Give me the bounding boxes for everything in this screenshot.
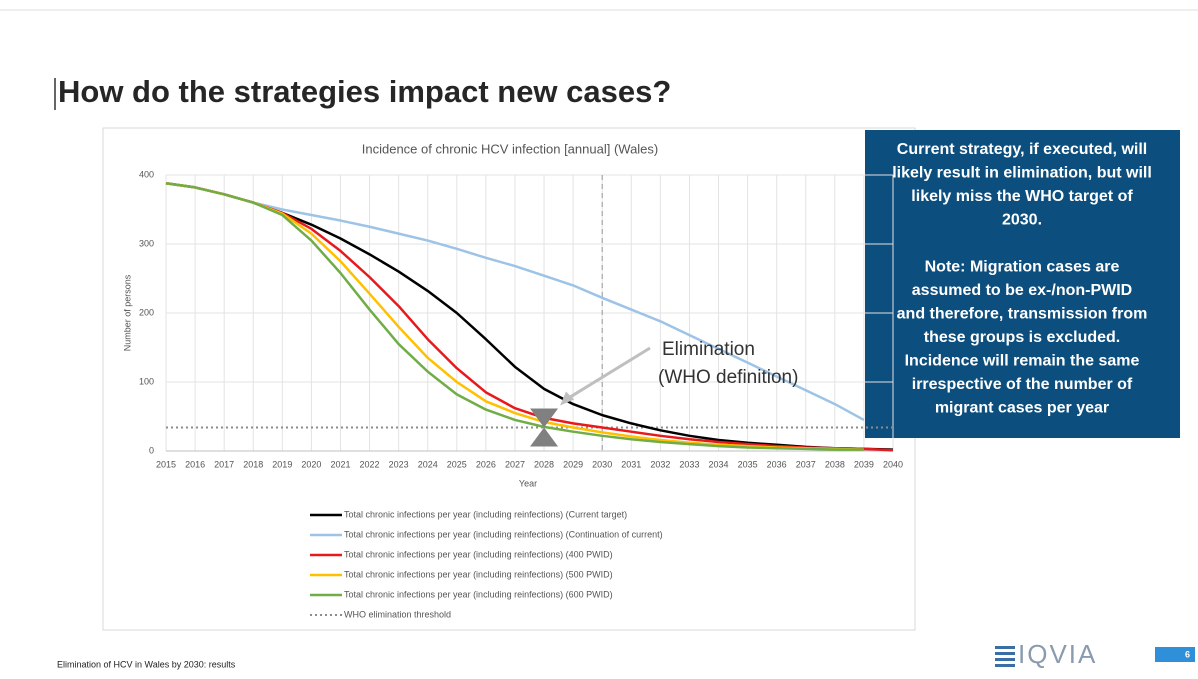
- x-tick-label: 2031: [621, 459, 641, 469]
- x-tick-label: 2022: [360, 459, 380, 469]
- callout-text: irrespective of the number of: [912, 376, 1133, 393]
- x-tick-label: 2025: [447, 459, 467, 469]
- callout-text: migrant cases per year: [935, 400, 1109, 417]
- x-tick-label: 2026: [476, 459, 496, 469]
- y-tick-label: 200: [139, 307, 154, 317]
- series-line: [165, 182, 864, 451]
- annotation-text: (WHO definition): [658, 367, 798, 388]
- legend-label: WHO elimination threshold: [344, 609, 451, 619]
- series-line: [165, 182, 865, 422]
- footer: Elimination of HCV in Wales by 2030: res…: [57, 659, 236, 669]
- x-tick-label: 2040: [883, 459, 903, 469]
- elimination-marker: [530, 408, 559, 447]
- x-tick-label: 2033: [679, 459, 699, 469]
- y-tick-label: 0: [149, 445, 154, 455]
- legend-label: Total chronic infections per year (inclu…: [344, 529, 663, 539]
- x-tick-label: 2023: [389, 459, 409, 469]
- legend-label: Total chronic infections per year (inclu…: [344, 549, 613, 559]
- x-tick-label: 2021: [330, 459, 350, 469]
- y-axis-label: Number of persons: [122, 274, 132, 351]
- x-tick-label: 2016: [185, 459, 205, 469]
- x-tick-label: 2027: [505, 459, 525, 469]
- x-tick-label: 2038: [825, 459, 845, 469]
- x-tick-label: 2039: [854, 459, 874, 469]
- callout-text: likely result in elimination, but will: [892, 165, 1152, 182]
- x-tick-label: 2034: [709, 459, 729, 469]
- x-tick-label: 2019: [272, 459, 292, 469]
- x-tick-label: 2018: [243, 459, 263, 469]
- x-tick-label: 2029: [563, 459, 583, 469]
- page-number-box: [1155, 647, 1195, 662]
- callout-text: 2030.: [1002, 212, 1042, 229]
- page-number: 6: [1185, 649, 1190, 659]
- annotation-arrow: [565, 346, 651, 401]
- x-tick-label: 2037: [796, 459, 816, 469]
- x-tick-label: 2032: [650, 459, 670, 469]
- logo-mark: [995, 646, 1015, 667]
- annotation-arrowhead: [560, 391, 575, 406]
- callout-text: Incidence will remain the same: [905, 353, 1140, 370]
- x-tick-label: 2028: [534, 459, 554, 469]
- x-tick-label: 2020: [301, 459, 321, 469]
- callout-text: and therefore, transmission from: [897, 306, 1148, 323]
- callout-text: assumed to be ex-/non-PWID: [912, 282, 1132, 299]
- legend-label: Total chronic infections per year (inclu…: [344, 569, 613, 579]
- callout-text: Current strategy, if executed, will: [897, 141, 1147, 158]
- x-tick-label: 2035: [738, 459, 758, 469]
- y-tick-label: 300: [139, 238, 154, 248]
- x-tick-label: 2017: [214, 459, 234, 469]
- series-line: [165, 182, 864, 451]
- callout-text: likely miss the WHO target of: [911, 188, 1133, 205]
- y-tick-label: 400: [139, 169, 154, 179]
- x-tick-label: 2015: [156, 459, 176, 469]
- callout-text: these groups is excluded.: [924, 329, 1121, 346]
- slide-title: How do the strategies impact new cases?: [58, 74, 671, 109]
- logo: IQVIA: [1018, 639, 1097, 669]
- y-tick-label: 100: [139, 376, 154, 386]
- callout-text: Note: Migration cases are: [925, 259, 1120, 276]
- chart-title: Incidence of chronic HCV infection [annu…: [362, 141, 659, 156]
- x-tick-label: 2024: [418, 459, 438, 469]
- legend-label: Total chronic infections per year (inclu…: [344, 589, 613, 599]
- callout-box: [865, 130, 1180, 438]
- x-tick-label: 2030: [592, 459, 612, 469]
- legend-label: Total chronic infections per year (inclu…: [344, 509, 627, 519]
- x-axis-label: Year: [519, 478, 537, 488]
- x-tick-label: 2036: [767, 459, 787, 469]
- annotation-text: Elimination: [662, 339, 755, 360]
